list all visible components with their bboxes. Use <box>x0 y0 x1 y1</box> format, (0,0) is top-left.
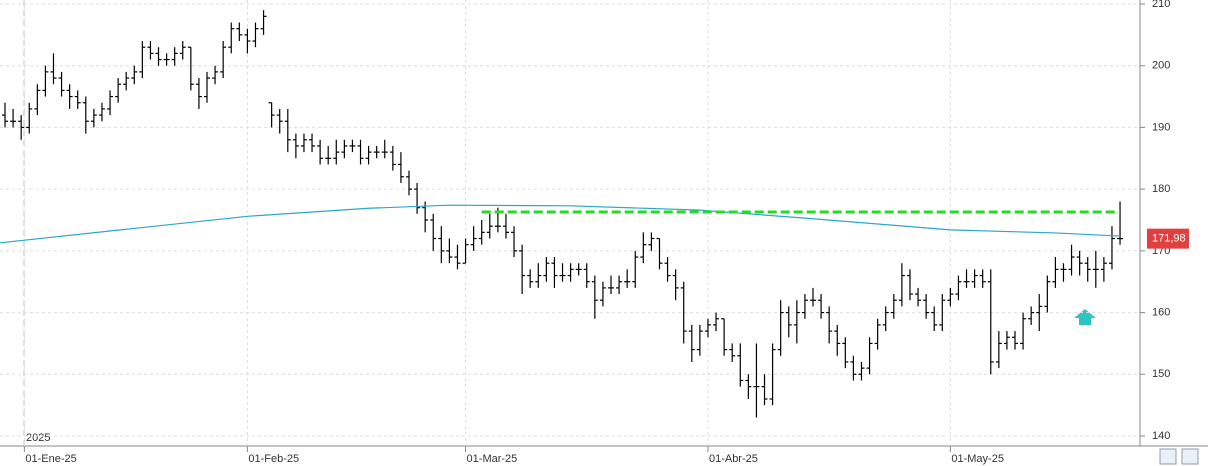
moving-average <box>0 204 1121 244</box>
year-label: 2025 <box>26 432 50 444</box>
y-tick-label: 160 <box>1152 306 1170 318</box>
y-tick-label: 210 <box>1152 0 1170 10</box>
up-arrow-icon <box>1074 309 1096 325</box>
x-tick-label: 01-Abr-25 <box>709 453 758 465</box>
y-tick-label: 190 <box>1152 121 1170 133</box>
x-tick-label: 01-May-25 <box>951 453 1004 465</box>
y-tick-label: 140 <box>1152 430 1170 442</box>
x-tick-label: 01-Mar-25 <box>467 453 518 465</box>
y-tick-label: 180 <box>1152 183 1170 195</box>
y-tick-label: 150 <box>1152 368 1170 380</box>
save-button[interactable] <box>1181 448 1199 465</box>
x-tick-label: 01-Ene-25 <box>25 453 76 465</box>
last-price-label: 171,98 <box>1152 233 1186 245</box>
x-tick-label: 01-Feb-25 <box>248 453 299 465</box>
zoom-button[interactable] <box>1159 448 1177 465</box>
plot-area <box>0 0 1140 446</box>
y-tick-label: 200 <box>1152 60 1170 72</box>
last-price-box <box>1147 228 1189 249</box>
